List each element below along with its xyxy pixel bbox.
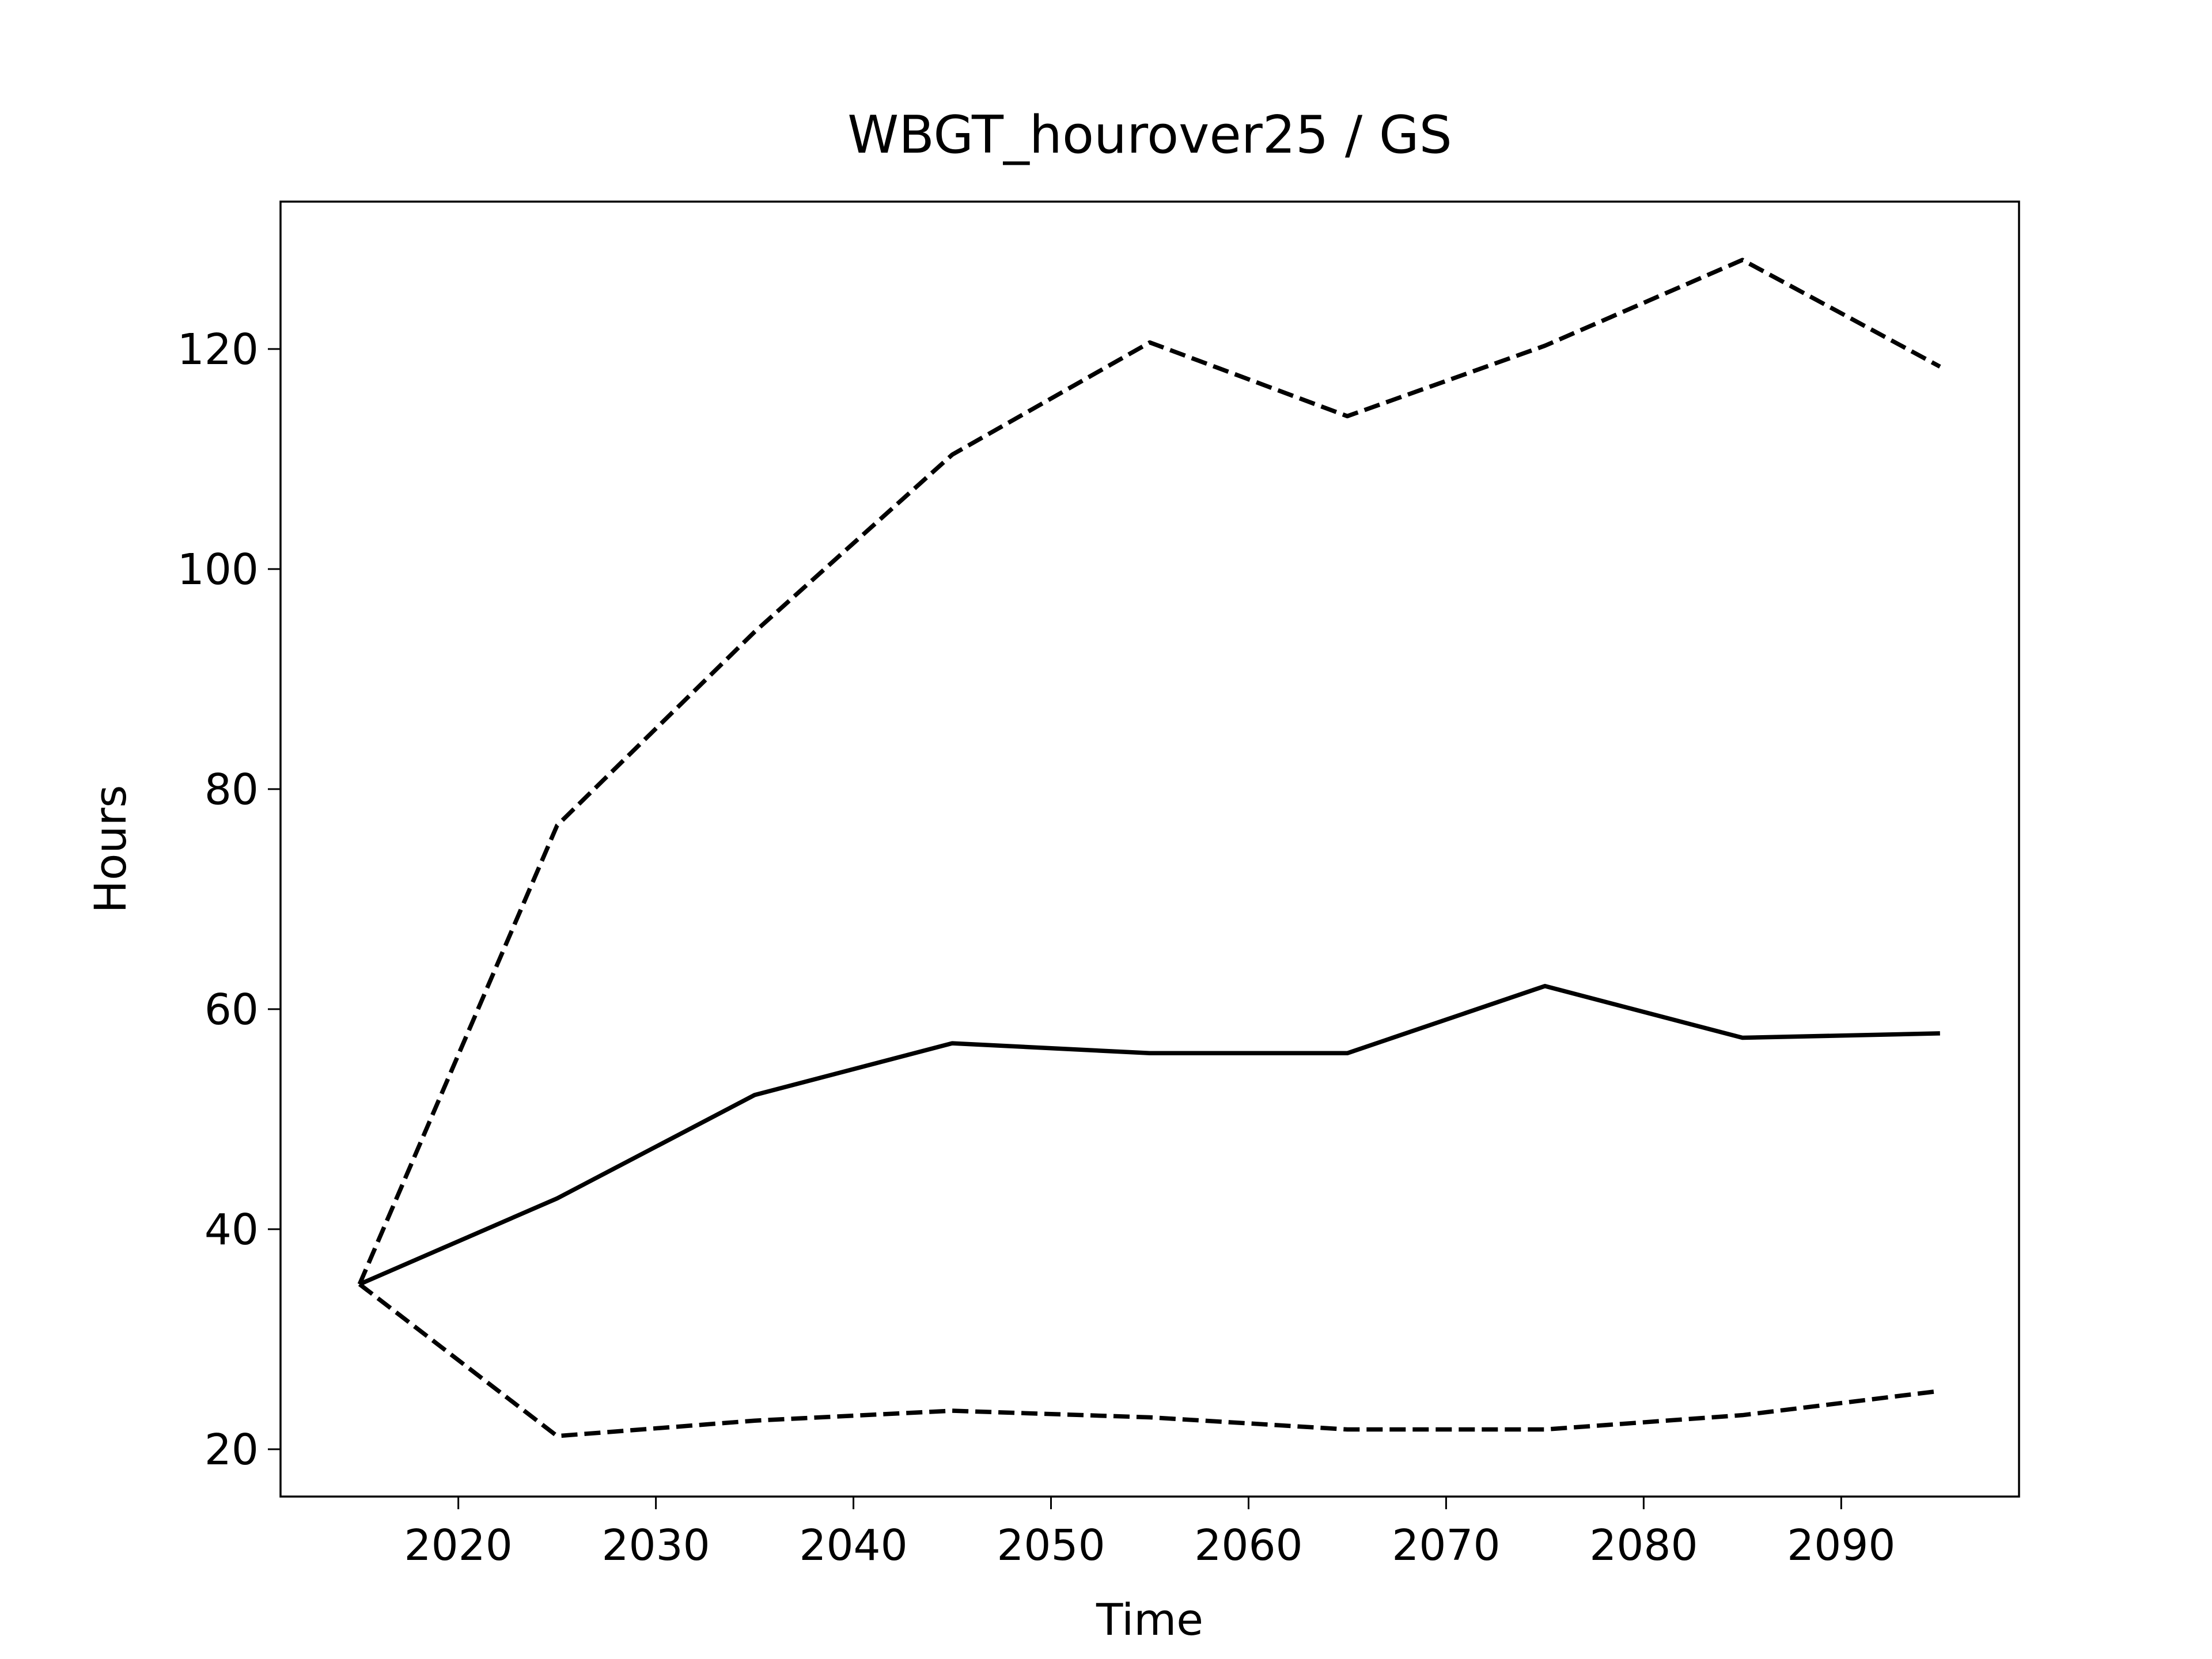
y-tick-label: 40 [204,1205,259,1255]
chart-title: WBGT_hourover25 / GS [847,105,1452,165]
y-tick-label: 80 [204,765,259,815]
x-tick-label: 2020 [404,1521,512,1570]
series-line [357,257,1941,1285]
x-tick-label: 2070 [1392,1521,1500,1570]
plot-frame [279,200,2020,1498]
y-tick-label: 120 [177,325,259,374]
y-tick-label: 60 [204,985,259,1035]
y-axis-label: Hours [85,785,136,914]
x-tick-label: 2030 [601,1521,710,1570]
x-axis-label: Time [1096,1594,1203,1645]
y-tick-label: 100 [177,545,259,594]
x-tick-label: 2040 [799,1521,907,1570]
x-tick-label: 2060 [1194,1521,1302,1570]
x-tick-label: 2080 [1589,1521,1698,1570]
series-line [358,1282,1941,1438]
x-tick-label: 2090 [1787,1521,1895,1570]
series-line [358,984,1940,1286]
x-tick-label: 2050 [997,1521,1105,1570]
y-tick-label: 20 [204,1425,259,1475]
